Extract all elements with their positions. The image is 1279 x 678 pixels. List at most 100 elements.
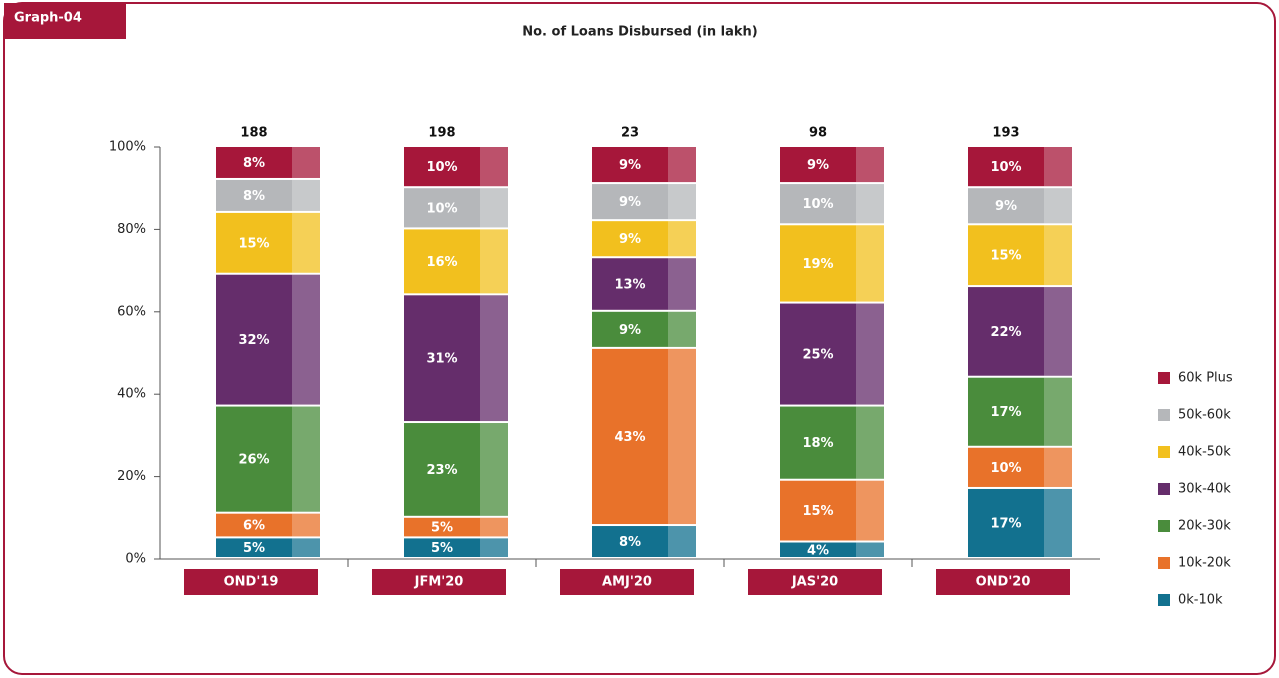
- bar-side-shade: [480, 423, 508, 516]
- bar-segment-side: [480, 295, 508, 422]
- bar-segment-side: [292, 513, 320, 537]
- bar-side-shade: [856, 184, 884, 224]
- bar-segment: [780, 542, 856, 557]
- bar-segment: [780, 184, 856, 224]
- data-label: 17%: [990, 405, 1021, 420]
- data-label: 9%: [995, 199, 1017, 214]
- data-label: 18%: [802, 436, 833, 451]
- bar-segment: [592, 348, 668, 525]
- bar-segment-side: [856, 406, 884, 479]
- bar-segment: [216, 212, 292, 273]
- legend-label: 10k-20k: [1178, 556, 1231, 571]
- data-label: 5%: [431, 521, 453, 536]
- bar-side-shade: [1044, 447, 1072, 487]
- legend-swatch: [1158, 520, 1170, 532]
- bar-segment: [968, 447, 1044, 487]
- total-label: 23: [621, 126, 639, 141]
- bar-segment-side: [1044, 287, 1072, 376]
- bar-segment: [968, 377, 1044, 446]
- bar-segment: [968, 188, 1044, 224]
- bar-segment-side: [292, 212, 320, 273]
- bar-side-shade: [856, 147, 884, 183]
- bar-segment: [592, 526, 668, 557]
- bar-segment: [216, 274, 292, 405]
- y-tick-label: 60%: [117, 304, 146, 319]
- legend-label: 20k-30k: [1178, 519, 1231, 534]
- data-label: 9%: [619, 323, 641, 338]
- total-label: 98: [809, 126, 827, 141]
- data-label: 9%: [619, 195, 641, 210]
- data-label: 9%: [619, 232, 641, 247]
- bar-segment: [404, 538, 480, 557]
- bar-side-shade: [292, 274, 320, 405]
- bar-segment: [216, 538, 292, 557]
- bar-side-shade: [1044, 225, 1072, 286]
- bar-side-shade: [856, 480, 884, 541]
- data-label: 10%: [802, 197, 833, 212]
- bar-side-shade: [480, 538, 508, 557]
- bar-segment-side: [668, 526, 696, 557]
- bar-segment-side: [856, 542, 884, 557]
- bar-segment: [216, 513, 292, 537]
- data-label: 43%: [614, 430, 645, 445]
- y-tick-label: 100%: [109, 140, 146, 155]
- bar-segment: [780, 406, 856, 479]
- category-box: [748, 569, 882, 595]
- bar-side-shade: [1044, 287, 1072, 376]
- bar-segment-side: [480, 147, 508, 187]
- bar-segment: [404, 147, 480, 187]
- legend-label: 40k-50k: [1178, 445, 1231, 460]
- bar-side-shade: [480, 147, 508, 187]
- data-label: 16%: [426, 255, 457, 270]
- bar-side-shade: [1044, 188, 1072, 224]
- bar-segment-side: [480, 229, 508, 294]
- bar-side-shade: [668, 221, 696, 257]
- bar-segment: [780, 225, 856, 302]
- bar-side-shade: [668, 311, 696, 347]
- bar-segment: [592, 147, 668, 183]
- bar-side-shade: [1044, 377, 1072, 446]
- bar-side-shade: [668, 184, 696, 220]
- total-label: 188: [240, 126, 267, 141]
- bar-segment-side: [1044, 447, 1072, 487]
- bar-segment-side: [1044, 188, 1072, 224]
- data-label: 5%: [431, 541, 453, 556]
- bar-segment-side: [480, 423, 508, 516]
- bar-side-shade: [856, 542, 884, 557]
- bar-side-shade: [668, 258, 696, 310]
- x-tick-label: OND'19: [224, 575, 279, 590]
- x-tick-label: JAS'20: [791, 575, 838, 590]
- data-label: 10%: [990, 160, 1021, 175]
- data-label: 25%: [802, 348, 833, 363]
- bar-segment: [968, 287, 1044, 376]
- bar-segment-side: [292, 274, 320, 405]
- legend-label: 60k Plus: [1178, 371, 1233, 386]
- data-label: 19%: [802, 257, 833, 272]
- data-label: 13%: [614, 278, 645, 293]
- bar-side-shade: [856, 303, 884, 405]
- bar-side-shade: [292, 147, 320, 178]
- bar-segment: [216, 179, 292, 211]
- y-tick-label: 0%: [125, 552, 146, 567]
- bar-segment-side: [292, 538, 320, 557]
- data-label: 15%: [238, 236, 269, 251]
- bar-segment-side: [1044, 147, 1072, 187]
- data-label: 8%: [619, 535, 641, 550]
- bar-segment: [968, 225, 1044, 286]
- bar-side-shade: [292, 538, 320, 557]
- bar-segment-side: [668, 184, 696, 220]
- bar-side-shade: [856, 406, 884, 479]
- legend-swatch: [1158, 594, 1170, 606]
- graph-tag: [4, 3, 126, 39]
- bar-side-shade: [292, 179, 320, 211]
- bar-segment: [780, 480, 856, 541]
- data-label: 5%: [243, 541, 265, 556]
- bar-segment-side: [480, 188, 508, 228]
- legend-label: 50k-60k: [1178, 408, 1231, 423]
- bar-segment: [404, 423, 480, 516]
- category-box: [372, 569, 506, 595]
- bar-segment-side: [668, 348, 696, 525]
- bar-segment: [592, 221, 668, 257]
- x-tick-label: JFM'20: [414, 575, 464, 590]
